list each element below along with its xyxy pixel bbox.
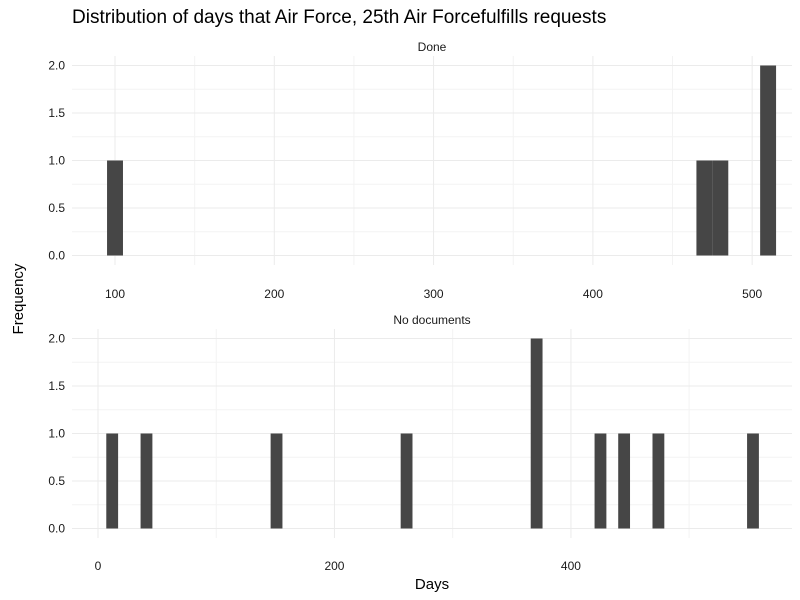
histogram-bar [530,338,543,529]
y-tick-label: 0.0 [48,522,65,536]
chart-title: Distribution of days that Air Force, 25t… [72,7,606,28]
histogram-bar [594,433,607,529]
histogram-bar [107,160,123,256]
x-tick-label: 200 [264,287,284,301]
x-tick-label: 500 [742,287,762,301]
facet-panels: Done 0.0 0.5 1.0 1.5 2.0 100 200 300 400 500 No doc… [48,40,792,573]
histogram-bar [696,160,713,256]
y-axis-title: Frequency [10,263,27,334]
x-tick-label: 200 [324,559,344,573]
y-tick-label: 2.0 [48,332,65,346]
y-tick-label: 0.0 [48,249,65,263]
y-tick-label: 1.5 [48,379,65,393]
x-tick-label: 400 [583,287,603,301]
y-tick-label: 1.5 [48,106,65,120]
histogram-bar [760,65,777,256]
y-tick-label: 1.0 [48,427,65,441]
facet-panel-2: No documents 0.0 0.5 1.0 1.5 2.0 0 200 400 [48,313,792,573]
histogram-bar [618,433,631,529]
histogram-bar [652,433,665,529]
x-tick-label: 0 [95,559,102,573]
x-tick-label: 300 [424,287,444,301]
facet-strip-label: No documents [393,313,470,327]
histogram-bar [400,433,413,529]
histogram-bar [270,433,283,529]
y-tick-label: 0.5 [48,201,65,215]
histogram-bar [747,433,759,529]
x-tick-label: 100 [105,287,125,301]
histogram-bar [140,433,153,529]
facet-strip-label: Done [418,40,447,54]
histogram-bar [712,160,729,256]
y-tick-label: 2.0 [48,59,65,73]
y-tick-label: 0.5 [48,474,65,488]
x-tick-label: 400 [561,559,581,573]
x-axis-title: Days [415,576,449,593]
histogram-bar [106,433,119,529]
y-tick-label: 1.0 [48,154,65,168]
facet-panel-1: Done 0.0 0.5 1.0 1.5 2.0 100 200 300 400 500 [48,40,792,301]
